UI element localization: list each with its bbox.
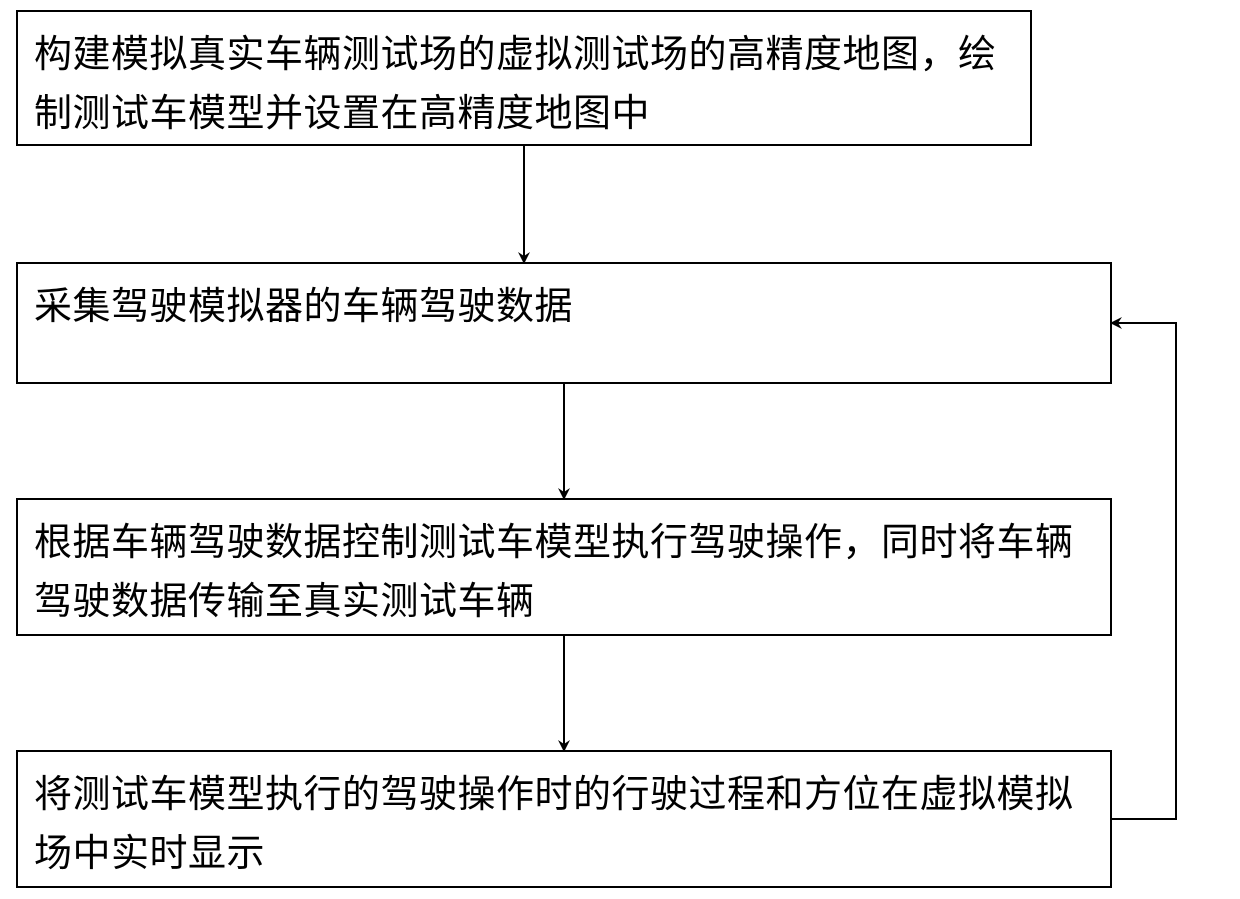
flowchart-canvas: 构建模拟真实车辆测试场的虚拟测试场的高精度地图，绘制测试车模型并设置在高精度地图… xyxy=(0,0,1240,899)
flowchart-box-step3: 根据车辆驾驶数据控制测试车模型执行驾驶操作，同时将车辆驾驶数据传输至真实测试车辆 xyxy=(16,498,1112,636)
flowchart-box-step1: 构建模拟真实车辆测试场的虚拟测试场的高精度地图，绘制测试车模型并设置在高精度地图… xyxy=(16,10,1032,146)
flowchart-box-step4-text: 将测试车模型执行的驾驶操作时的行驶过程和方位在虚拟模拟场中实时显示 xyxy=(34,774,1074,875)
flowchart-box-step2: 采集驾驶模拟器的车辆驾驶数据 xyxy=(16,262,1112,384)
flowchart-box-step4: 将测试车模型执行的驾驶操作时的行驶过程和方位在虚拟模拟场中实时显示 xyxy=(16,750,1112,888)
flowchart-box-step1-text: 构建模拟真实车辆测试场的虚拟测试场的高精度地图，绘制测试车模型并设置在高精度地图… xyxy=(34,34,997,135)
flowchart-box-step2-text: 采集驾驶模拟器的车辆驾驶数据 xyxy=(34,286,573,328)
flowchart-box-step3-text: 根据车辆驾驶数据控制测试车模型执行驾驶操作，同时将车辆驾驶数据传输至真实测试车辆 xyxy=(34,522,1074,623)
